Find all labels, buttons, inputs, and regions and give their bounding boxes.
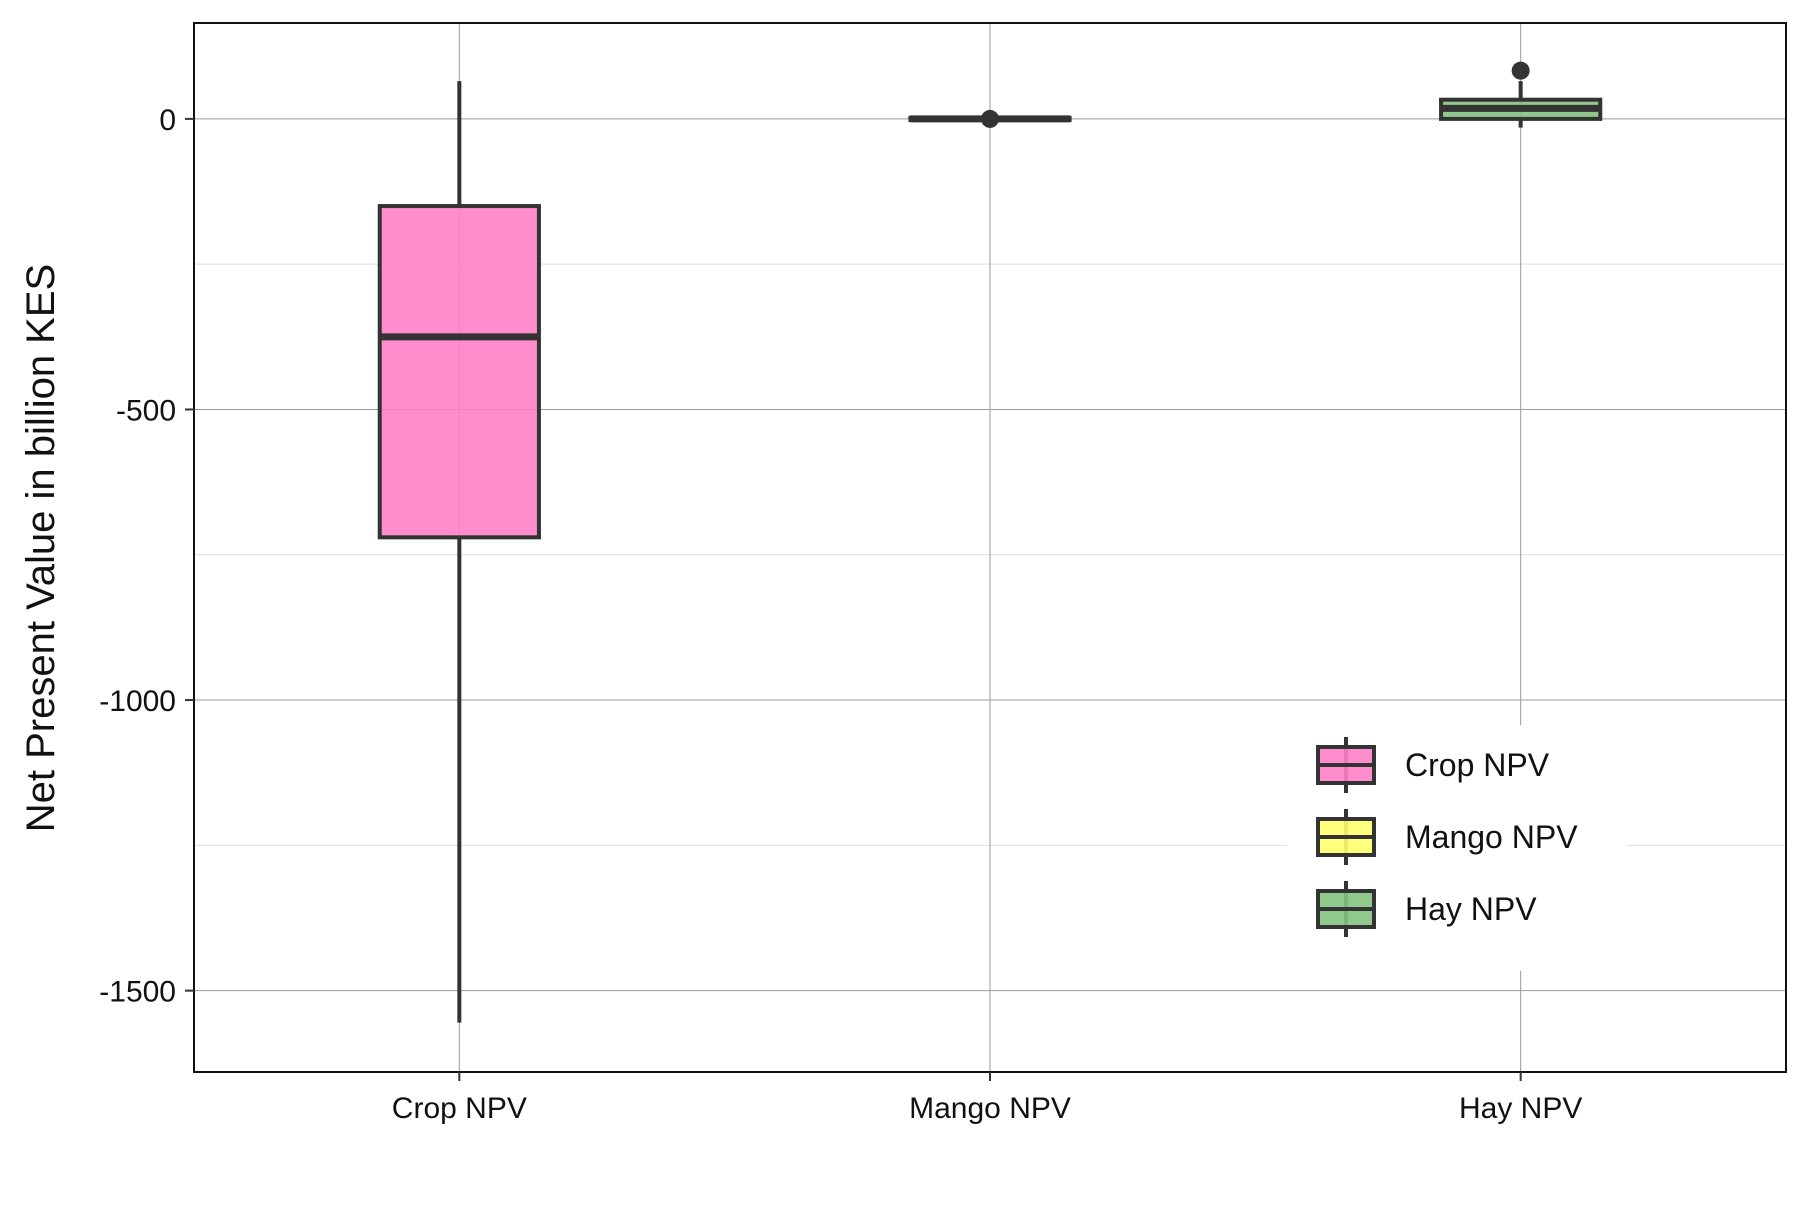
y-axis-label: Net Present Value in billion KES: [19, 264, 63, 832]
legend-key: [1316, 737, 1376, 793]
y-tick-label: -1500: [99, 976, 176, 1009]
outlier-point: [981, 109, 999, 128]
y-tick-label: -1000: [99, 685, 176, 718]
y-tick-label: -500: [116, 394, 176, 427]
x-tick-label: Crop NPV: [392, 1092, 527, 1125]
box-0: [377, 81, 541, 1023]
box-body: [377, 204, 541, 540]
box-layer: [377, 61, 1603, 1023]
legend: Crop NPV Mango NPV Hay NPV: [1287, 725, 1627, 971]
y-tick-label: 0: [159, 104, 176, 137]
outlier-point: [1511, 61, 1530, 80]
x-tick-label: Mango NPV: [909, 1092, 1071, 1125]
box-2: [1439, 61, 1603, 128]
legend-key: [1316, 809, 1376, 865]
x-tick-label: Hay NPV: [1459, 1092, 1582, 1125]
box-1: [908, 109, 1072, 128]
legend-label: Crop NPV: [1405, 747, 1550, 783]
axis-layer: 0 -500 -1000 -1500 Crop NPV Mango NPV Hay NPV: [99, 22, 1787, 1125]
legend-key: [1316, 881, 1376, 937]
legend-label: Mango NPV: [1405, 819, 1578, 855]
legend-label: Hay NPV: [1405, 891, 1537, 927]
